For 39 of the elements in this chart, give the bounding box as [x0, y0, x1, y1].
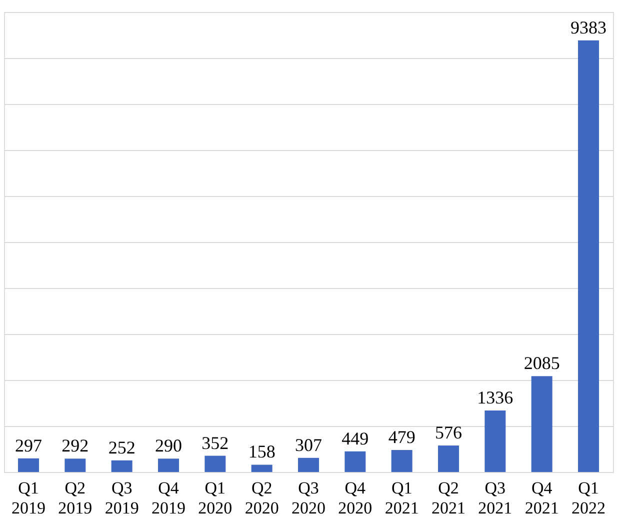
- x-tick-label: Q1 2021: [384, 478, 419, 518]
- x-tick-label: Q2 2021: [432, 478, 466, 518]
- x-tick-label: Q2 2020: [244, 478, 279, 518]
- x-tick-label: Q1 2022: [572, 478, 606, 518]
- x-tick-label: Q4 2021: [524, 478, 559, 518]
- x-tick-label: Q4 2020: [338, 478, 372, 518]
- data-label: 297: [15, 435, 42, 456]
- data-label: 292: [62, 436, 89, 456]
- data-label: 449: [342, 428, 369, 448]
- bar: [204, 456, 226, 472]
- data-label: 352: [202, 432, 229, 453]
- data-label: 2085: [524, 353, 560, 374]
- data-label: 252: [108, 437, 136, 458]
- bar: [531, 376, 552, 472]
- data-label: 307: [295, 434, 322, 455]
- bar: [111, 460, 132, 472]
- data-label: 290: [155, 436, 182, 456]
- bar: [298, 458, 319, 472]
- x-tick-label: Q4 2019: [152, 478, 186, 518]
- bar: [18, 458, 39, 472]
- data-label: 158: [248, 442, 276, 462]
- data-label: 479: [388, 426, 416, 447]
- bar: [578, 40, 599, 472]
- x-tick-label: Q1 2019: [12, 478, 46, 518]
- x-tick-label: Q3 2021: [478, 478, 512, 518]
- bar: [484, 410, 506, 472]
- bar: [158, 458, 179, 472]
- data-label: 1336: [477, 388, 514, 408]
- x-tick-label: Q3 2019: [104, 478, 139, 518]
- x-tick-label: Q3 2020: [292, 478, 326, 518]
- data-label: 576: [435, 422, 462, 443]
- bar: [344, 451, 366, 472]
- bar: [64, 458, 86, 472]
- data-label: 9383: [570, 17, 606, 38]
- x-tick-label: Q2 2019: [58, 478, 92, 518]
- bar: [251, 464, 272, 472]
- bar: [438, 446, 459, 472]
- x-tick-label: Q1 2020: [198, 478, 232, 518]
- bar: [391, 450, 412, 472]
